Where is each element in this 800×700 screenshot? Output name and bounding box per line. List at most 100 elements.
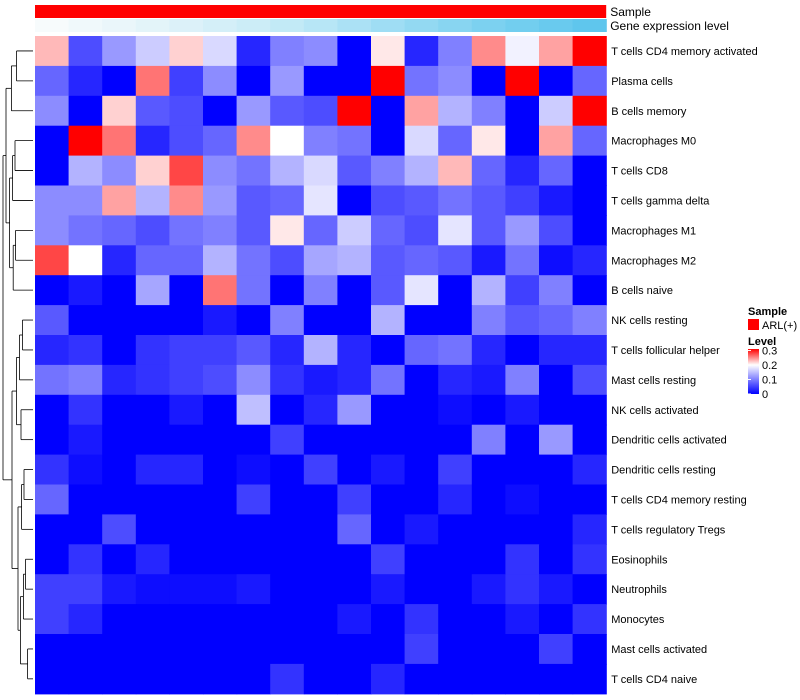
heatmap-cell	[438, 484, 473, 515]
heatmap-cell	[303, 634, 338, 665]
heatmap-cell	[371, 544, 406, 575]
row-label: Dendritic cells resting	[611, 465, 716, 477]
heatmap-cell	[438, 305, 473, 336]
heatmap-cell	[404, 155, 439, 187]
heatmap-cell	[404, 424, 439, 456]
row-label: Mast cells activated	[611, 644, 707, 656]
heatmap-cell	[236, 484, 271, 515]
heatmap-cell	[303, 454, 338, 486]
heatmap-cell	[337, 544, 372, 575]
heatmap-cell	[135, 275, 170, 306]
heatmap-cell	[68, 364, 103, 396]
heatmap-cell	[371, 364, 406, 396]
heatmap-cell	[539, 95, 574, 127]
gene-expression-annotation-cell	[203, 19, 238, 32]
row-label: T cells regulatory Tregs	[611, 524, 726, 536]
heatmap-cell	[203, 335, 238, 366]
heatmap-cell	[371, 484, 406, 515]
heatmap-cell	[303, 484, 338, 515]
heatmap-cell	[572, 514, 607, 545]
heatmap-cell	[539, 484, 574, 515]
row-label: Plasma cells	[611, 76, 673, 88]
heatmap-cell	[572, 364, 607, 396]
heatmap-cell	[303, 36, 338, 67]
legend-level-title: Level	[748, 336, 776, 348]
heatmap-cell	[68, 95, 103, 127]
heatmap-cell	[203, 245, 238, 276]
heatmap-cell	[337, 604, 372, 635]
heatmap-cell	[203, 394, 238, 426]
heatmap-cell	[270, 95, 305, 127]
heatmap-cell	[337, 155, 372, 187]
heatmap-cell	[539, 604, 574, 635]
heatmap-cell	[169, 125, 204, 157]
heatmap-cell	[572, 544, 607, 575]
heatmap-cell	[404, 663, 439, 695]
heatmap-cell	[505, 544, 540, 575]
heatmap-cell	[169, 484, 204, 515]
heatmap-cell	[505, 364, 540, 396]
heatmap-cell	[371, 36, 406, 67]
heatmap-cell	[337, 424, 372, 456]
heatmap-cell	[35, 394, 70, 426]
row-label: B cells memory	[611, 106, 687, 118]
row-label: NK cells activated	[611, 405, 698, 417]
heatmap-cell	[303, 95, 338, 127]
heatmap-cell	[438, 574, 473, 605]
heatmap-cell	[270, 305, 305, 336]
heatmap-cell	[505, 305, 540, 336]
heatmap-cell	[236, 604, 271, 635]
legend-sample-title: Sample	[748, 306, 787, 318]
heatmap-cell	[135, 514, 170, 545]
heatmap-cell	[572, 185, 607, 216]
gene-expression-annotation-cell	[35, 19, 70, 32]
heatmap-cell	[236, 305, 271, 336]
heatmap-cell	[505, 514, 540, 545]
heatmap-cell	[404, 604, 439, 635]
heatmap-cell	[35, 604, 70, 635]
heatmap-cell	[404, 544, 439, 575]
heatmap-cell	[572, 634, 607, 665]
heatmap-cell	[505, 215, 540, 246]
legend-level-colorbar	[748, 349, 759, 394]
heatmap-cell	[169, 335, 204, 366]
heatmap-cell	[203, 424, 238, 456]
heatmap-cell	[505, 185, 540, 216]
row-label: Eosinophils	[611, 554, 668, 566]
heatmap-cell	[68, 484, 103, 515]
heatmap-cell	[371, 185, 406, 216]
heatmap-cell	[135, 604, 170, 635]
heatmap-cell	[102, 454, 137, 486]
heatmap-cell	[572, 125, 607, 157]
heatmap-cell	[303, 394, 338, 426]
heatmap-cell	[337, 574, 372, 605]
heatmap-cell	[505, 95, 540, 127]
heatmap-cell	[337, 36, 372, 67]
heatmap-cell	[371, 454, 406, 486]
heatmap-cell	[404, 65, 439, 97]
heatmap-cell	[270, 484, 305, 515]
heatmap-cell	[572, 663, 607, 695]
heatmap-cell	[236, 424, 271, 456]
legend-level-ticks: 0.3 0.2 0.1 0	[748, 345, 777, 401]
heatmap-cell	[438, 634, 473, 665]
heatmap-cell	[169, 305, 204, 336]
heatmap-cell	[169, 574, 204, 605]
heatmap-cell	[35, 634, 70, 665]
row-label: Mast cells resting	[611, 375, 696, 387]
heatmap-cell	[35, 245, 70, 276]
heatmap-cell	[102, 275, 137, 306]
heatmap-cell	[68, 245, 103, 276]
heatmap-cell	[337, 305, 372, 336]
heatmap-cell	[203, 364, 238, 396]
heatmap-cell	[236, 275, 271, 306]
heatmap-cell	[505, 125, 540, 157]
heatmap-cell	[471, 155, 506, 187]
heatmap-cell	[471, 604, 506, 635]
heatmap-cell	[102, 394, 137, 426]
heatmap-cell	[371, 215, 406, 246]
heatmap-cell	[572, 215, 607, 246]
heatmap-cell	[169, 604, 204, 635]
heatmap-cell	[68, 65, 103, 97]
heatmap-cell	[371, 305, 406, 336]
